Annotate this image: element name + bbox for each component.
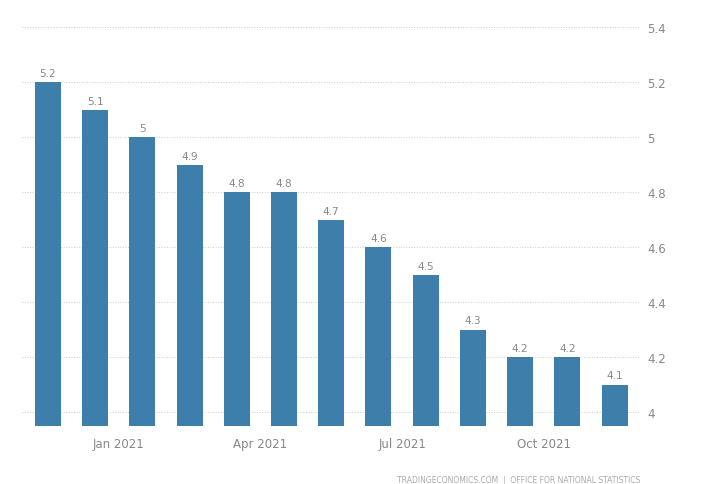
Bar bbox=[460, 330, 486, 484]
Bar bbox=[82, 110, 108, 484]
Bar bbox=[271, 193, 297, 484]
Text: 4.8: 4.8 bbox=[276, 179, 293, 189]
Text: 5: 5 bbox=[139, 124, 146, 134]
Bar bbox=[413, 275, 439, 484]
Bar bbox=[35, 83, 61, 484]
Text: TRADINGECONOMICS.COM  |  OFFICE FOR NATIONAL STATISTICS: TRADINGECONOMICS.COM | OFFICE FOR NATION… bbox=[397, 475, 641, 484]
Bar bbox=[507, 357, 533, 484]
Text: 4.3: 4.3 bbox=[464, 316, 481, 326]
Bar bbox=[555, 357, 580, 484]
Text: 4.5: 4.5 bbox=[417, 261, 434, 271]
Bar bbox=[223, 193, 250, 484]
Text: 4.2: 4.2 bbox=[512, 343, 529, 353]
Bar bbox=[130, 138, 155, 484]
Bar bbox=[365, 248, 392, 484]
Text: 5.2: 5.2 bbox=[39, 69, 56, 79]
Text: 4.2: 4.2 bbox=[559, 343, 576, 353]
Text: 4.8: 4.8 bbox=[229, 179, 245, 189]
Text: 4.7: 4.7 bbox=[323, 206, 339, 216]
Bar bbox=[318, 220, 344, 484]
Bar bbox=[176, 166, 202, 484]
Text: 5.1: 5.1 bbox=[87, 96, 103, 106]
Text: 4.1: 4.1 bbox=[606, 371, 623, 381]
Bar bbox=[601, 385, 628, 484]
Text: 4.6: 4.6 bbox=[370, 234, 387, 243]
Text: 4.9: 4.9 bbox=[181, 151, 198, 161]
